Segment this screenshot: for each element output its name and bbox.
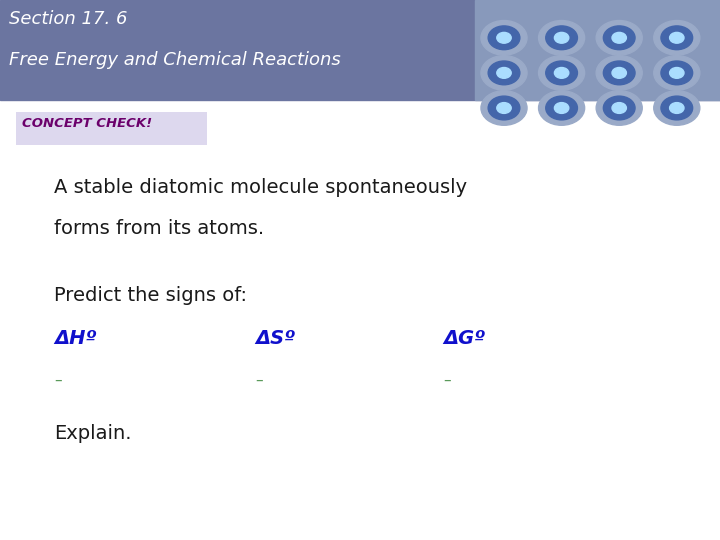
Text: Explain.: Explain. [54, 424, 132, 443]
Circle shape [661, 61, 693, 85]
Text: forms from its atoms.: forms from its atoms. [54, 219, 264, 238]
Text: Free Energy and Chemical Reactions: Free Energy and Chemical Reactions [9, 51, 341, 69]
Circle shape [596, 21, 642, 55]
Bar [475, 0, 720, 100]
Text: ΔGº: ΔGº [443, 329, 485, 348]
Circle shape [497, 68, 511, 78]
Text: ΔHº: ΔHº [54, 329, 96, 348]
Circle shape [546, 96, 577, 120]
Circle shape [554, 103, 569, 113]
Circle shape [612, 32, 626, 43]
Circle shape [596, 91, 642, 125]
Circle shape [488, 26, 520, 50]
Circle shape [554, 32, 569, 43]
Text: –: – [54, 373, 62, 388]
Text: Predict the signs of:: Predict the signs of: [54, 286, 247, 305]
Circle shape [596, 56, 642, 90]
Circle shape [612, 103, 626, 113]
Text: ΔSº: ΔSº [256, 329, 296, 348]
Circle shape [539, 91, 585, 125]
Circle shape [654, 91, 700, 125]
Circle shape [603, 96, 635, 120]
Circle shape [654, 56, 700, 90]
Circle shape [612, 68, 626, 78]
Circle shape [661, 96, 693, 120]
Circle shape [603, 26, 635, 50]
Circle shape [661, 26, 693, 50]
Circle shape [539, 21, 585, 55]
Circle shape [497, 103, 511, 113]
Circle shape [654, 21, 700, 55]
Text: CONCEPT CHECK!: CONCEPT CHECK! [22, 117, 152, 130]
Circle shape [670, 103, 684, 113]
Circle shape [488, 96, 520, 120]
Circle shape [670, 32, 684, 43]
Text: –: – [443, 373, 451, 388]
Bar [0, 0, 720, 100]
Circle shape [603, 61, 635, 85]
Circle shape [497, 32, 511, 43]
Circle shape [546, 26, 577, 50]
Circle shape [539, 56, 585, 90]
Text: –: – [256, 373, 264, 388]
Circle shape [481, 56, 527, 90]
Circle shape [481, 91, 527, 125]
Circle shape [488, 61, 520, 85]
Text: Section 17. 6: Section 17. 6 [9, 10, 127, 28]
Circle shape [481, 21, 527, 55]
Text: A stable diatomic molecule spontaneously: A stable diatomic molecule spontaneously [54, 178, 467, 197]
Circle shape [554, 68, 569, 78]
Circle shape [546, 61, 577, 85]
FancyBboxPatch shape [16, 112, 207, 145]
Circle shape [670, 68, 684, 78]
